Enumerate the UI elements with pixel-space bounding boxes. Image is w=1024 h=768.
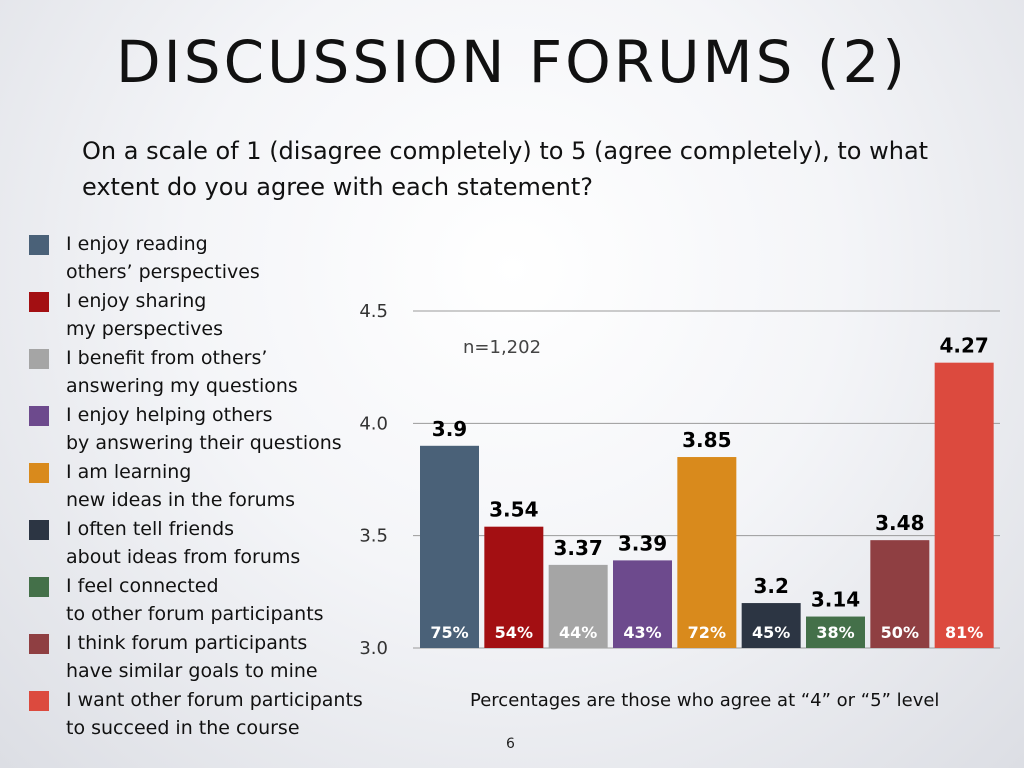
legend-label: I want other forum participants to succee…: [66, 686, 363, 742]
bar-percent-label: 45%: [752, 623, 790, 642]
legend-swatch: [29, 520, 49, 540]
legend-label-line: I benefit from others’: [66, 347, 268, 369]
slide-subtitle: On a scale of 1 (disagree completely) to…: [82, 137, 929, 201]
bar-value-label: 3.48: [875, 511, 924, 535]
bar-value-label: 3.9: [432, 417, 467, 441]
bar-value-label: 3.2: [753, 574, 788, 598]
y-tick-label: 3.5: [359, 526, 388, 547]
legend-label-line: my perspectives: [66, 318, 224, 340]
bar: [870, 540, 930, 648]
bar-percent-label: 43%: [623, 623, 661, 642]
legend-label-line: to succeed in the course: [66, 717, 300, 739]
legend-label-line: to other forum participants: [66, 603, 324, 625]
legend-item: I am learning new ideas in the forums: [24, 458, 374, 515]
legend-label-line: answering my questions: [66, 375, 298, 397]
legend-label: I enjoy sharing my perspectives: [66, 287, 223, 343]
legend-label-line: about ideas from forums: [66, 546, 301, 568]
bar-percent-label: 38%: [816, 623, 854, 642]
legend-item: I enjoy sharing my perspectives: [24, 287, 374, 344]
legend-swatch: [29, 691, 49, 711]
legend-label-line: I often tell friends: [66, 518, 235, 540]
legend-swatch: [29, 349, 49, 369]
legend-swatch: [29, 634, 49, 654]
legend-label: I think forum participants have similar g…: [66, 629, 318, 685]
legend-label-line: I enjoy helping others: [66, 404, 273, 426]
legend-label-line: I want other forum participants: [66, 689, 363, 711]
legend-label: I enjoy reading others’ perspectives: [66, 230, 260, 286]
legend-label-line: I feel connected: [66, 575, 219, 597]
y-tick-label: 3.0: [359, 638, 388, 659]
bar: [741, 603, 801, 648]
bar-value-label: 3.54: [489, 498, 538, 522]
legend-swatch: [29, 292, 49, 312]
bar: [420, 445, 479, 648]
legend-swatch: [29, 463, 49, 483]
bar-percent-label: 75%: [430, 623, 468, 642]
bar-percent-label: 81%: [945, 623, 983, 642]
legend-swatch: [29, 406, 49, 426]
legend-label-line: I am learning: [66, 461, 192, 483]
legend-swatch: [29, 577, 49, 597]
sample-size-annotation: n=1,202: [463, 337, 541, 358]
legend-item: I benefit from others’ answering my quest…: [24, 344, 374, 401]
bar-percent-label: 44%: [559, 623, 597, 642]
legend-item: I often tell friends about ideas from for…: [24, 515, 374, 572]
legend-label-line: by answering their questions: [66, 432, 342, 454]
bar: [677, 457, 737, 648]
legend-label-line: have similar goals to mine: [66, 660, 318, 682]
legend-label: I often tell friends about ideas from for…: [66, 515, 300, 571]
bar-value-label: 3.85: [682, 428, 731, 452]
legend-label-line: others’ perspectives: [66, 261, 260, 283]
legend-swatch: [29, 235, 49, 255]
bar: [806, 616, 865, 648]
bar: [613, 560, 672, 648]
page-number: 6: [506, 736, 515, 752]
y-tick-label: 4.5: [359, 301, 388, 322]
legend-item: I enjoy helping others by answering their…: [24, 401, 374, 458]
legend-label: I feel connected to other forum participa…: [66, 572, 324, 628]
bar-value-label: 3.14: [811, 588, 860, 612]
legend-label-line: I enjoy reading: [66, 233, 208, 255]
y-tick-label: 4.0: [359, 413, 388, 434]
bar: [484, 526, 544, 648]
legend-label: I benefit from others’ answering my quest…: [66, 344, 298, 400]
legend-item: I want other forum participants to succee…: [24, 686, 374, 743]
bar-value-label: 4.27: [939, 334, 988, 358]
bar-value-label: 3.39: [618, 531, 667, 555]
bar-percent-label: 54%: [495, 623, 533, 642]
bar-percent-label: 50%: [881, 623, 919, 642]
bar-percent-label: 72%: [688, 623, 726, 642]
legend-item: I think forum participants have similar g…: [24, 629, 374, 686]
legend-label: I am learning new ideas in the forums: [66, 458, 295, 514]
bar-value-label: 3.37: [553, 536, 602, 560]
legend-label-line: I think forum participants: [66, 632, 308, 654]
bar: [934, 362, 994, 648]
slide-title: DISCUSSION FORUMS (2): [116, 28, 908, 96]
legend-label-line: I enjoy sharing: [66, 290, 207, 312]
chart-note: Percentages are those who agree at “4” o…: [470, 690, 940, 711]
legend-label-line: new ideas in the forums: [66, 489, 296, 511]
legend-item: I feel connected to other forum participa…: [24, 572, 374, 629]
legend-label: I enjoy helping others by answering their…: [66, 401, 342, 457]
chart-legend: I enjoy reading others’ perspectives I enj…: [24, 230, 374, 743]
legend-item: I enjoy reading others’ perspectives: [24, 230, 374, 287]
bar: [548, 564, 608, 648]
